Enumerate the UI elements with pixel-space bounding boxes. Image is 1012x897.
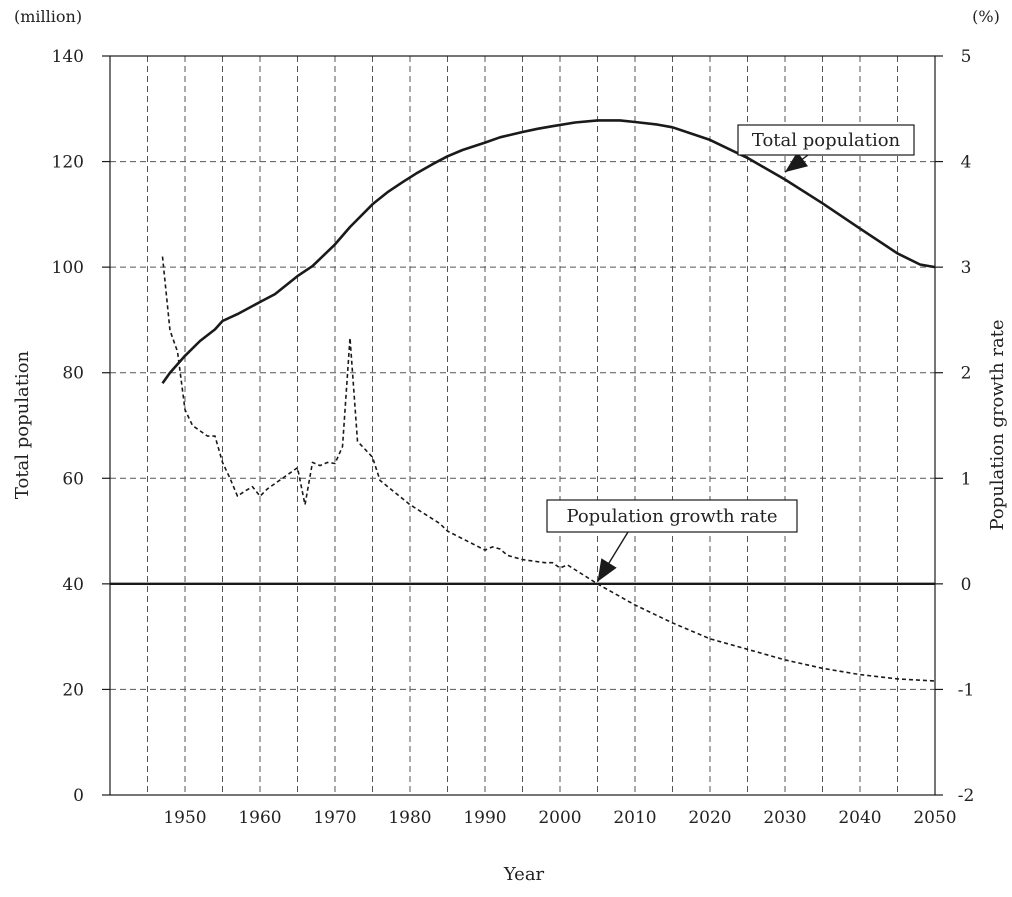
x-tick-label-1990: 1990 [463, 808, 506, 828]
left-tick-label-100: 100 [52, 258, 84, 278]
callout-box-total-population [737, 124, 915, 156]
x-tick-label-2020: 2020 [688, 808, 731, 828]
left-axis-unit: (million) [14, 7, 82, 26]
x-tick-label-1960: 1960 [238, 808, 281, 828]
x-tick-label-1970: 1970 [313, 808, 356, 828]
callout-label-population-growth-rate: Population growth rate [566, 506, 777, 527]
right-tick-label-3: 3 [961, 258, 972, 278]
callout-arrowhead-population-growth-rate [597, 558, 617, 582]
right-tick-label-0: 0 [961, 575, 972, 595]
left-tick-label-120: 120 [52, 153, 84, 173]
plot-frame [109, 55, 936, 796]
left-tick-label-140: 140 [52, 47, 84, 67]
series-line-total-population [161, 119, 936, 385]
left-tick-label-80: 80 [62, 364, 84, 384]
x-tick-label-2000: 2000 [538, 808, 581, 828]
right-tick-label-2: 2 [961, 364, 972, 384]
x-tick-label-2040: 2040 [838, 808, 881, 828]
right-tick-label-2: -2 [958, 786, 975, 806]
right-tick-label-4: 4 [961, 153, 972, 173]
right-tick-label-5: 5 [961, 47, 972, 67]
left-tick-label-20: 20 [62, 680, 84, 700]
x-tick-label-2030: 2030 [763, 808, 806, 828]
x-tick-label-1950: 1950 [163, 808, 206, 828]
right-tick-label-1: 1 [961, 469, 972, 489]
x-tick-label-1980: 1980 [388, 808, 431, 828]
series-lines [161, 119, 936, 682]
right-tick-label-1: -1 [958, 680, 975, 700]
right-axis-title: Population growth rate [987, 319, 1008, 530]
callouts: Total population Population growth rate [546, 124, 915, 583]
callout-arrowhead-total-population [785, 151, 809, 173]
axes: 1950 1960 1970 1980 1990 2000 2010 2020 2030 2040… [52, 47, 975, 828]
x-tick-label-2010: 2010 [613, 808, 656, 828]
left-axis-title: Total population [12, 350, 33, 499]
x-axis-title: Year [503, 864, 545, 885]
left-tick-label-40: 40 [62, 575, 84, 595]
left-tick-label-0: 0 [73, 786, 84, 806]
right-axis-unit: (%) [972, 7, 1000, 26]
series-line-population-growth-rate [161, 256, 936, 682]
callout-label-total-population: Total population [752, 130, 901, 151]
left-tick-label-60: 60 [62, 469, 84, 489]
x-tick-label-2050: 2050 [913, 808, 956, 828]
callout-box-population-growth-rate [546, 499, 798, 533]
